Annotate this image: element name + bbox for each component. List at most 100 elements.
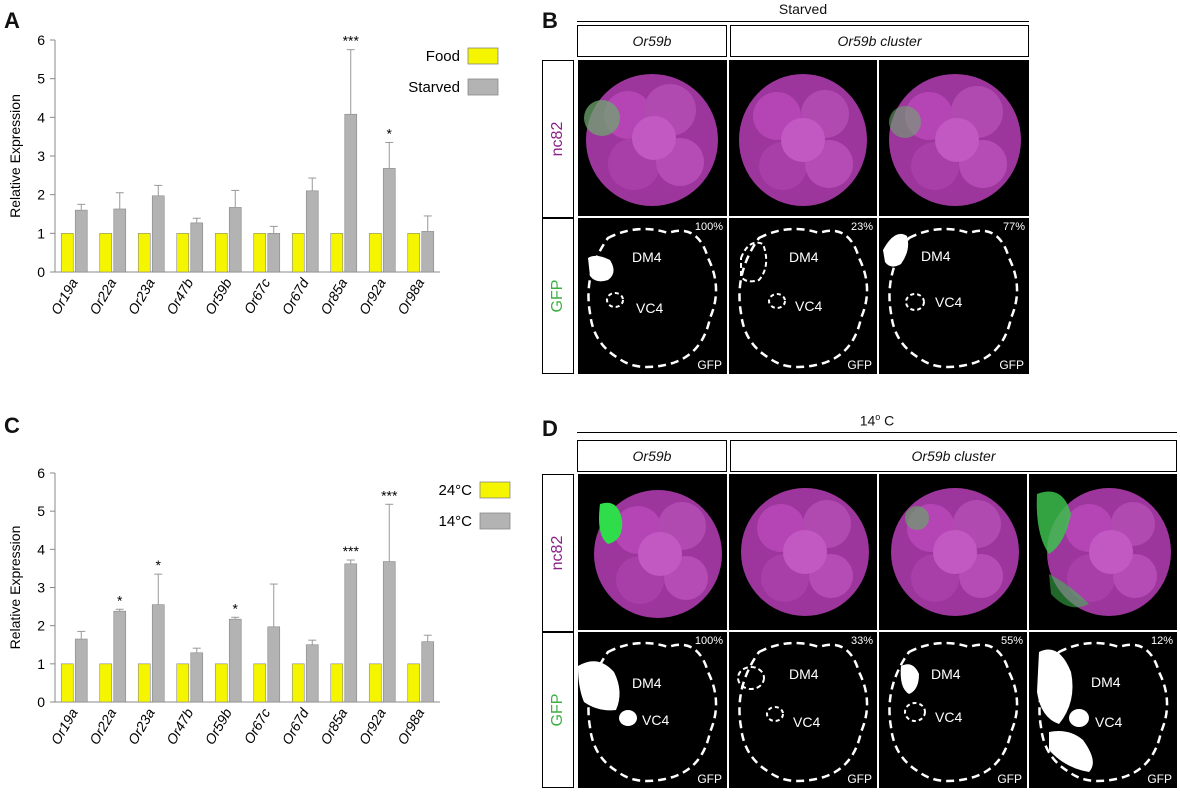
chart-a-bar-starved — [382, 168, 396, 273]
b-nc82-image-2 — [739, 74, 867, 206]
chart-a-ytick-label: 5 — [37, 71, 45, 87]
chart-a-bar-food — [368, 233, 382, 273]
d-percent-4: 12% — [1150, 635, 1173, 647]
b-gfp-outline-1 — [587, 227, 718, 369]
panel-d-col-or59b: Or59b — [577, 440, 727, 472]
chart-a-category-label: Or67d — [279, 274, 313, 317]
chart-a-category-label: Or59b — [202, 275, 235, 317]
chart-c-ytick-label: 0 — [37, 694, 45, 710]
panel-letter-b: B — [542, 8, 558, 33]
chart-a-category-label: Or23a — [125, 275, 158, 317]
b-nc82-image-3 — [889, 74, 1021, 206]
b-vc4-label-3: VC4 — [935, 294, 963, 310]
d-gfp-tile-1: 100% DM4 VC4 GFP — [578, 632, 727, 788]
panel-b-row-gfp-text: GFP — [549, 279, 566, 313]
chart-a-category-label: Or22a — [86, 275, 119, 317]
chart-c-bar-24c — [368, 663, 382, 703]
panel-d-title-number: 14 — [859, 412, 876, 429]
panel-b-row-nc82-text: nc82 — [549, 121, 566, 157]
d-gfp-tile-3: 55% DM4 VC4 GFP — [879, 632, 1027, 788]
chart-a-ytick-label: 6 — [37, 32, 45, 48]
b-percent-3: 77% — [1002, 221, 1025, 233]
d-nc82-image-4 — [1036, 488, 1171, 616]
panel-d-row-nc82-text: nc82 — [549, 535, 566, 571]
chart-a-significance: * — [387, 125, 393, 141]
d-dm4-label-4: DM4 — [1091, 674, 1121, 690]
d-vc4-label-3: VC4 — [935, 709, 963, 725]
panel-d-title-degree: o — [875, 412, 881, 422]
chart-c-bar-14c — [190, 652, 204, 703]
d-gfp-tile-4: 12% DM4 VC4 GFP — [1029, 632, 1177, 788]
chart-c-significance: * — [156, 557, 162, 573]
chart-c-significance: * — [233, 600, 239, 616]
b-gfp-corner-3: GFP — [999, 358, 1024, 372]
b-nc82-tile-2 — [729, 60, 877, 216]
chart-c-legend-label: 14°C — [438, 513, 472, 530]
panel-letter-c: C — [4, 413, 20, 438]
chart-c-legend-swatch — [479, 512, 511, 530]
panel-b-title: Starved — [778, 1, 828, 17]
d-gfp-outline-3 — [888, 641, 1019, 783]
b-dm4-label-2: DM4 — [789, 249, 819, 265]
chart-c-category-label: Or92a — [356, 705, 389, 747]
chart-c-category-label: Or67c — [240, 706, 273, 747]
panel-b-row-gfp: GFP — [542, 218, 574, 374]
chart-a-bar-food — [60, 233, 74, 273]
d-nc82-tile-2 — [729, 474, 877, 630]
chart-a-bar-starved — [113, 208, 127, 273]
chart-a-ytick-label: 0 — [37, 264, 45, 280]
chart-c-bar-14c — [267, 626, 281, 703]
chart-a-category-label: Or47b — [163, 275, 196, 317]
chart-c-ytick-label: 5 — [37, 503, 45, 519]
chart-a-ytick-label: 3 — [37, 148, 45, 164]
d-gfp-outline-1 — [578, 641, 718, 783]
chart-a-category-label: Or92a — [356, 275, 389, 317]
d-nc82-tile-4 — [1029, 474, 1177, 630]
chart-c-bar-24c — [99, 663, 113, 703]
b-percent-2: 23% — [850, 221, 873, 233]
chart-a-bar-starved — [228, 207, 242, 273]
chart-c-category-label: Or22a — [86, 705, 119, 747]
chart-c-ytick-label: 2 — [37, 618, 45, 634]
chart-a-ytick-label: 1 — [37, 225, 45, 241]
d-gfp-tile-2: 33% DM4 VC4 GFP — [729, 632, 877, 788]
b-vc4-label-1: VC4 — [636, 300, 664, 316]
chart-a-significance: *** — [343, 33, 360, 49]
b-dm4-label-1: DM4 — [632, 249, 662, 265]
chart-a-category-label: Or85a — [317, 275, 350, 317]
panel-d-col-cluster: Or59b cluster — [730, 440, 1177, 472]
d-percent-3: 55% — [1000, 635, 1023, 647]
chart-c-ytick-label: 4 — [37, 541, 45, 557]
chart-c-bar-14c — [382, 561, 396, 703]
panel-b-title-line — [577, 21, 1029, 22]
panel-d-title-line — [577, 432, 1177, 433]
chart-a-legend-label: Starved — [408, 79, 460, 96]
chart-a-bar-starved — [421, 231, 435, 273]
chart-c-significance: *** — [343, 543, 360, 559]
chart-a-category-label: Or67c — [240, 276, 273, 317]
chart-c-bar-24c — [253, 663, 267, 703]
chart-a-legend-swatch — [467, 78, 499, 96]
chart-c-bar-14c — [344, 563, 358, 703]
panel-letter-d: D — [542, 416, 558, 441]
chart-c-bar-24c — [137, 663, 151, 703]
chart-c-legend-swatch — [479, 481, 511, 499]
chart-c-category-label: Or98a — [394, 705, 427, 747]
panel-d-title: 14o C — [577, 412, 1177, 429]
chart-a-bar-food — [291, 233, 305, 273]
chart-c-bar-24c — [60, 663, 74, 703]
chart-c-svg: 0 1 2 3 4 5 6 Relative Expression Or19a * Or22a * Or… — [7, 465, 511, 747]
chart-a-bar-starved — [74, 209, 88, 273]
chart-a-bar-food — [99, 233, 113, 273]
chart-a-category-label: Or19a — [48, 275, 81, 317]
chart-a-bar-starved — [305, 190, 319, 273]
d-nc82-tile-3 — [879, 474, 1027, 630]
d-dm4-label-2: DM4 — [789, 666, 819, 682]
chart-a-legend-swatch — [467, 47, 499, 65]
b-gfp-outline-2 — [738, 227, 869, 369]
chart-a-bar-food — [330, 233, 344, 273]
chart-a-bar-food — [176, 233, 190, 273]
chart-c-bar-24c — [214, 663, 228, 703]
chart-a-category-label: Or98a — [394, 275, 427, 317]
chart-c-significance: * — [117, 592, 123, 608]
